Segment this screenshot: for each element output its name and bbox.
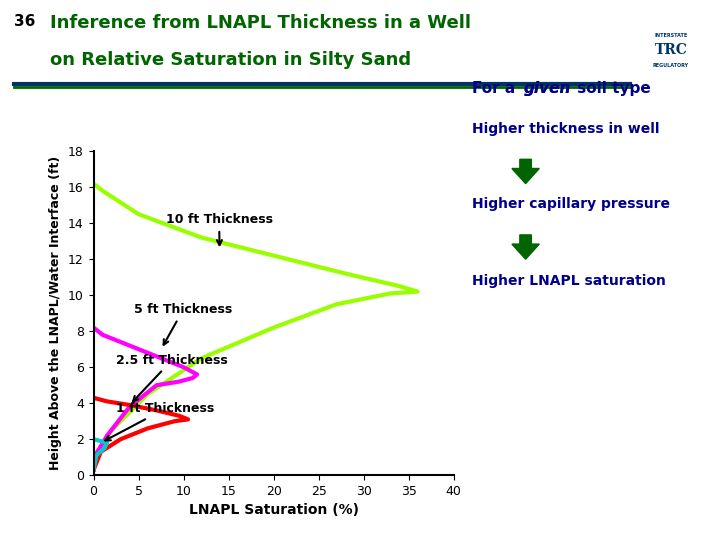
Text: given: given xyxy=(524,81,572,96)
Text: 36: 36 xyxy=(14,14,36,29)
Text: For a: For a xyxy=(472,81,520,96)
Text: Higher capillary pressure: Higher capillary pressure xyxy=(472,197,670,211)
Text: Higher thickness in well: Higher thickness in well xyxy=(472,122,659,136)
Text: 2.5 ft Thickness: 2.5 ft Thickness xyxy=(116,354,228,401)
Text: TRC: TRC xyxy=(654,43,688,57)
Text: given: given xyxy=(524,81,572,96)
Text: Higher LNAPL saturation: Higher LNAPL saturation xyxy=(472,274,665,288)
Text: on Relative Saturation in Silty Sand: on Relative Saturation in Silty Sand xyxy=(50,51,412,69)
Text: 5 ft Thickness: 5 ft Thickness xyxy=(134,303,233,345)
Text: 10 ft Thickness: 10 ft Thickness xyxy=(166,213,273,245)
Text: soil type: soil type xyxy=(572,81,651,96)
X-axis label: LNAPL Saturation (%): LNAPL Saturation (%) xyxy=(189,503,359,517)
Text: Inference from LNAPL Thickness in a Well: Inference from LNAPL Thickness in a Well xyxy=(50,14,472,31)
Text: INTERSTATE: INTERSTATE xyxy=(654,33,688,38)
Text: 1 ft Thickness: 1 ft Thickness xyxy=(105,402,215,441)
Y-axis label: Height Above the LNAPL/Water Interface (ft): Height Above the LNAPL/Water Interface (… xyxy=(50,156,63,470)
Text: REGULATORY: REGULATORY xyxy=(653,63,689,68)
